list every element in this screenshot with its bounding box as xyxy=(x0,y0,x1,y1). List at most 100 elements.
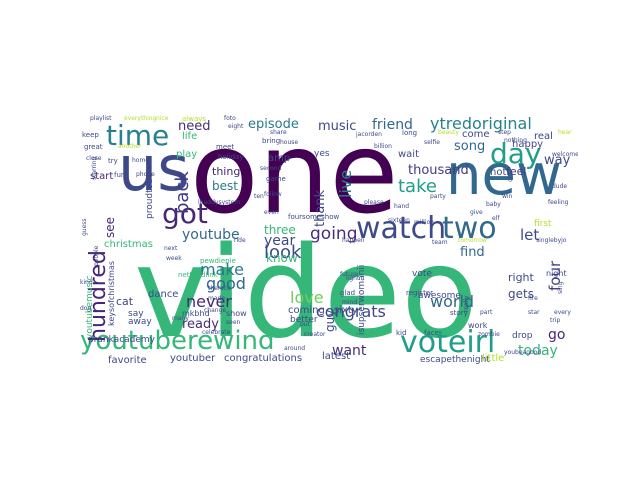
cloud-word: people xyxy=(93,245,100,266)
cloud-word: sixty xyxy=(334,305,358,316)
cloud-word: next xyxy=(164,245,178,252)
cloud-word: meet xyxy=(216,143,235,151)
cloud-word: sixteen xyxy=(388,217,410,224)
cloud-word: first xyxy=(534,219,552,229)
cloud-word: beauty xyxy=(438,129,459,136)
cloud-word: want xyxy=(332,343,367,359)
cloud-word: youtube xyxy=(182,227,240,243)
cloud-word: mkbhd xyxy=(182,309,210,318)
cloud-word: party xyxy=(430,193,446,200)
cloud-word: coming xyxy=(288,305,325,316)
cloud-word: see xyxy=(103,216,117,238)
cloud-word: around xyxy=(284,345,306,352)
cloud-word: latest xyxy=(322,351,351,362)
cloud-word: three xyxy=(264,223,296,237)
cloud-word: two xyxy=(442,211,497,246)
cloud-word: year xyxy=(264,233,296,249)
cloud-word: starring xyxy=(91,156,98,180)
cloud-word: old xyxy=(507,172,514,182)
cloud-word: watch xyxy=(356,211,447,246)
cloud-word: ready xyxy=(182,317,219,332)
cloud-word: voteirl xyxy=(400,325,496,360)
cloud-word: step xyxy=(498,129,511,136)
cloud-word: day xyxy=(490,137,542,170)
cloud-word: way xyxy=(544,153,571,168)
cloud-word: change xyxy=(204,307,227,314)
cloud-word: music xyxy=(318,119,357,134)
cloud-word: hand xyxy=(394,203,410,210)
cloud-word: share xyxy=(270,129,287,136)
cloud-word: going xyxy=(310,224,358,244)
cloud-word: trip xyxy=(550,317,561,324)
cloud-word: everything xyxy=(124,115,157,122)
cloud-word: jacorden xyxy=(356,131,382,138)
cloud-word: congratulations xyxy=(224,353,303,364)
cloud-word: escapethenight xyxy=(420,355,490,365)
cloud-word: need xyxy=(178,119,211,134)
cloud-word: best xyxy=(212,179,238,193)
cloud-word: zombie xyxy=(478,331,500,338)
cloud-word: never xyxy=(186,292,232,311)
cloud-word: face xyxy=(424,329,439,337)
cloud-word: yes xyxy=(314,149,330,159)
cloud-word: ten xyxy=(254,193,264,200)
cloud-word: home xyxy=(132,157,150,164)
cloud-word: cat xyxy=(116,295,134,308)
cloud-word: vote xyxy=(412,269,432,279)
cloud-word: kid xyxy=(396,329,407,337)
cloud-word: playlist xyxy=(90,115,112,122)
cloud-word: real xyxy=(534,131,553,142)
cloud-word: register xyxy=(406,289,433,297)
cloud-word: ytredoriginal xyxy=(430,114,532,133)
cloud-word: one xyxy=(190,110,399,239)
cloud-word: billion xyxy=(374,143,392,150)
cloud-word: future xyxy=(340,271,359,278)
cloud-word: thank xyxy=(313,189,328,227)
cloud-word: life xyxy=(182,131,198,142)
cloud-word: wait xyxy=(398,149,420,160)
cloud-word: new xyxy=(446,143,562,208)
cloud-word: make xyxy=(200,260,244,279)
cloud-word: guess xyxy=(81,218,88,236)
cloud-word: another xyxy=(118,143,142,150)
cloud-word: eight xyxy=(228,123,244,130)
cloud-word: elf xyxy=(492,215,500,222)
cloud-word: always xyxy=(182,115,207,123)
cloud-word: drop xyxy=(512,331,533,341)
cloud-word: foursomeshow xyxy=(288,213,340,221)
cloud-word: fun xyxy=(114,171,126,179)
cloud-word: thousand xyxy=(408,163,469,178)
cloud-word: lbuddysystem xyxy=(198,199,241,206)
cloud-word: know xyxy=(266,251,298,265)
cloud-word: favorite xyxy=(108,355,147,366)
cloud-word: youtuber xyxy=(170,353,216,364)
cloud-word: look xyxy=(264,242,302,263)
cloud-word: time xyxy=(106,119,170,152)
cloud-word: singlebyjo xyxy=(536,237,567,244)
cloud-word: thing xyxy=(212,165,241,178)
cloud-word: live xyxy=(336,169,355,198)
cloud-word: pewdiepie xyxy=(200,257,236,265)
cloud-word: put xyxy=(300,321,310,328)
cloud-word: nettandlink xyxy=(178,271,218,279)
cloud-word: close xyxy=(86,155,102,162)
cloud-word: nothing xyxy=(504,137,527,144)
cloud-word: prankacademy xyxy=(88,335,156,345)
cloud-word: awesome xyxy=(418,291,461,301)
cloud-word: win xyxy=(502,193,513,200)
cloud-word: tomorrow xyxy=(458,237,487,244)
cloud-word: glad xyxy=(340,289,356,297)
cloud-word: youtuberewind xyxy=(80,326,275,356)
cloud-word: take xyxy=(398,176,437,197)
cloud-word: phone xyxy=(136,171,155,178)
cloud-word: second xyxy=(260,165,282,172)
cloud-word: week xyxy=(166,255,182,262)
cloud-word: keysofchristmas xyxy=(107,260,116,326)
cloud-word: right xyxy=(508,271,534,284)
cloud-word: therock xyxy=(208,285,231,292)
cloud-word: house xyxy=(280,139,299,146)
cloud-word: star xyxy=(528,309,540,316)
cloud-word: hot xyxy=(490,167,507,178)
cloud-word: feeling xyxy=(548,199,569,206)
cloud-word: follow xyxy=(264,191,282,198)
